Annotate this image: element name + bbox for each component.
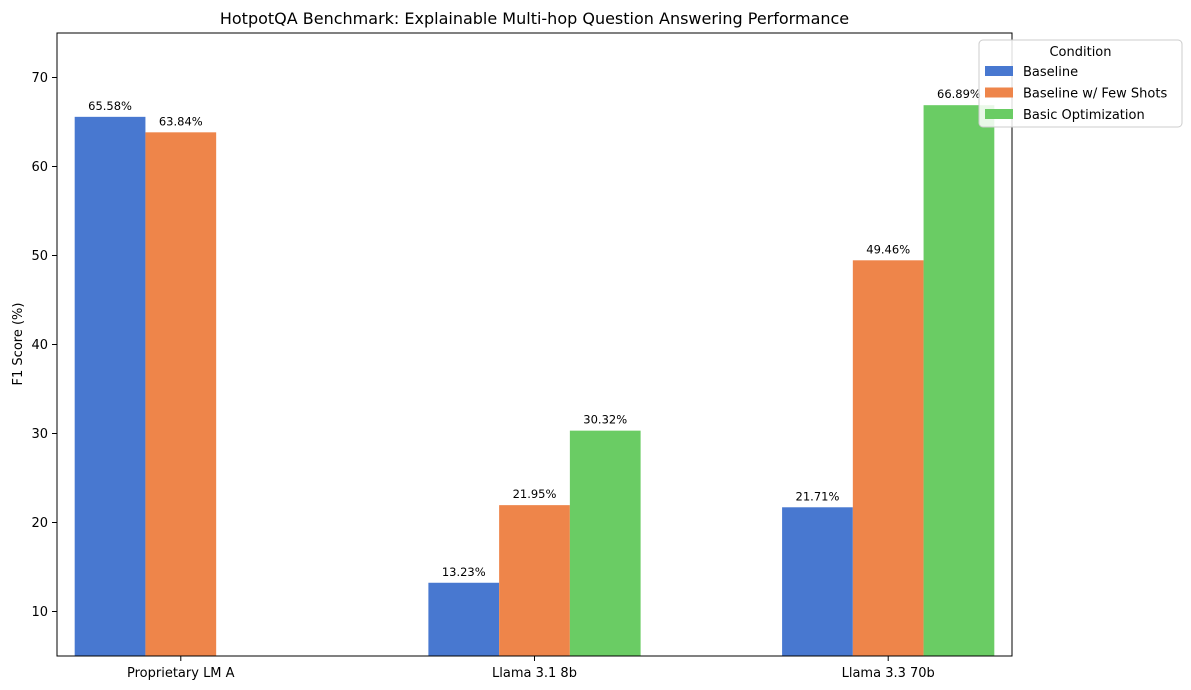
data-labels-layer: 65.58% 13.23% 21.71% 63.84% 21.95% 49.46% 30.3… [88,87,981,579]
axes-layer: 10 20 30 40 50 60 70 Proprietary LM A Llama 3.1 … [31,32,1013,681]
y-tick-label: 10 [31,605,48,620]
y-axis-label: F1 Score (%) [11,303,26,386]
bar-baseline-2 [782,507,853,656]
legend-title: Condition [1049,45,1111,60]
y-tick-label: 20 [31,516,48,531]
bar-value-label: 13.23% [442,565,486,579]
y-tick-label: 70 [31,71,48,86]
bar-baseline-w-few-shots-0 [145,132,217,657]
legend-swatch [985,87,1013,98]
x-tick-label: Llama 3.3 70b [842,666,935,681]
bar-value-label: 30.32% [583,413,627,427]
y-tick-label: 60 [31,160,48,175]
bar-value-label: 65.58% [88,99,132,113]
legend-swatch [985,66,1013,76]
chart-title: HotpotQA Benchmark: Explainable Multi-ho… [220,9,849,28]
legend: Condition Baseline Baseline w/ Few Shots Ba… [978,39,1183,128]
x-tick-label: Llama 3.1 8b [492,666,577,681]
y-tick-label: 50 [31,249,48,264]
bar-value-label: 49.46% [866,242,910,256]
legend-swatch [985,109,1013,119]
x-tick-label: Proprietary LM A [127,666,235,681]
bar-basic-optimization-1 [569,430,641,656]
legend-entry-label: Baseline w/ Few Shots [1023,87,1167,102]
bar-baseline-w-few-shots-2 [852,260,924,656]
bar-baseline-w-few-shots-1 [499,505,570,656]
legend-entry-label: Baseline [1023,65,1078,80]
bar-value-label: 21.95% [513,487,557,501]
bar-baseline-1 [428,582,500,656]
bars-layer [74,105,995,657]
bar-value-label: 21.71% [796,489,840,503]
bar-basic-optimization-2 [923,105,995,656]
legend-box [978,39,1183,128]
legend-entry-label: Basic Optimization [1023,108,1145,123]
bar-value-label: 63.84% [159,114,203,128]
bar-value-label: 66.89% [937,87,981,101]
y-tick-label: 30 [31,427,48,442]
y-tick-label: 40 [31,338,48,353]
bar-baseline-0 [74,116,146,656]
